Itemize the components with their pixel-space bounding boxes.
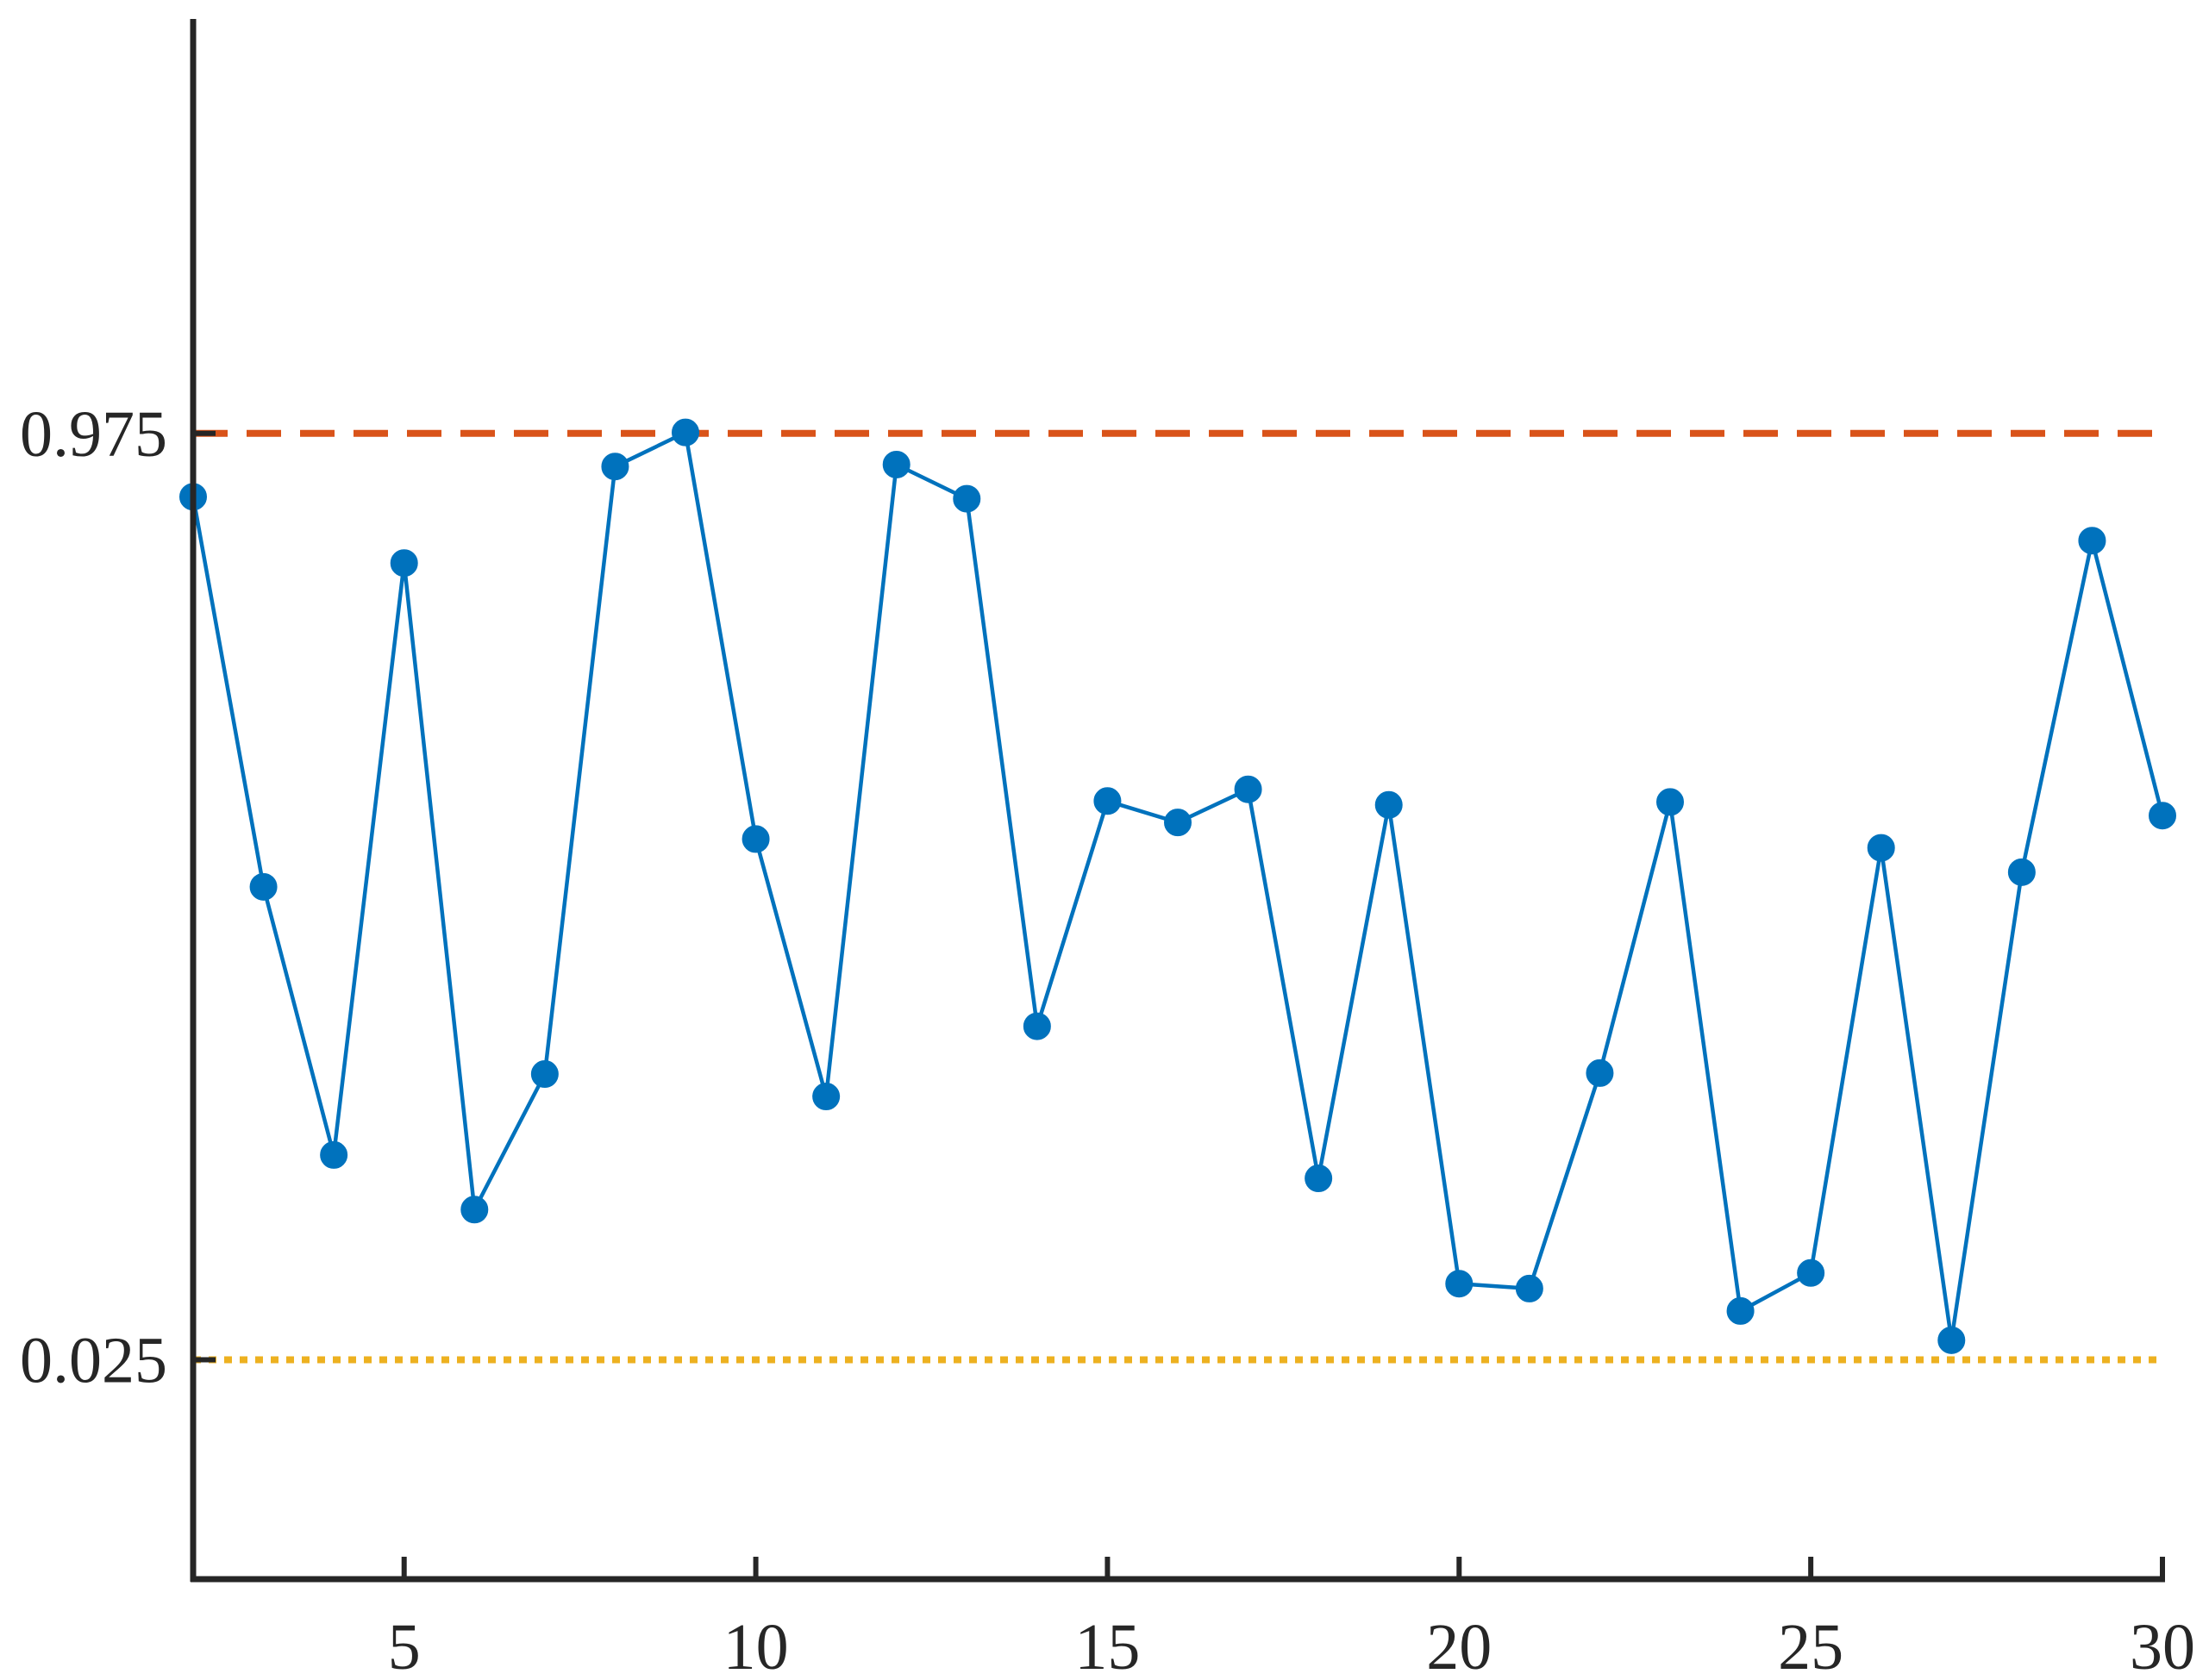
data-point [742,825,770,853]
data-point [1374,790,1403,819]
data-point [1305,1165,1333,1193]
data-point [1656,788,1684,816]
data-point [1937,1326,1966,1354]
x-tick-label: 25 [1778,1611,1843,1680]
data-point [1164,809,1192,837]
data-point [2149,802,2176,830]
x-tick-label: 20 [1426,1611,1492,1680]
data-point [1023,1012,1051,1040]
data-point [1093,787,1122,815]
data-point [2007,858,2036,886]
data-point [1586,1059,1614,1087]
data-point [882,450,911,478]
data-point [812,1083,841,1111]
data-point [390,549,418,578]
data-point [2078,527,2106,555]
data-point [320,1140,348,1169]
data-point [249,872,278,901]
data-point [601,453,629,481]
y-tick-label: 0.025 [20,1324,167,1396]
data-point [1867,834,1895,862]
data-point [953,484,981,513]
series-line [191,430,2165,1343]
data-point [1726,1296,1755,1325]
data-point [1797,1258,1825,1287]
data-point [460,1196,489,1224]
x-tick-label: 15 [1074,1611,1140,1680]
y-tick-label: 0.975 [20,398,167,471]
x-tick-label: 5 [388,1611,421,1680]
x-tick-label: 30 [2130,1611,2195,1680]
data-point [672,418,699,447]
series-layer [179,418,2176,1354]
reference-lines [193,429,2162,1364]
data-point [1445,1270,1474,1298]
data-point [530,1060,559,1089]
axes [190,19,2165,1583]
data-point [1234,775,1262,803]
data-point [1515,1274,1543,1302]
tick-labels: 5 10 15 20 25 30 0.025 0.975 [20,398,2195,1680]
x-tick-label: 10 [723,1611,789,1680]
